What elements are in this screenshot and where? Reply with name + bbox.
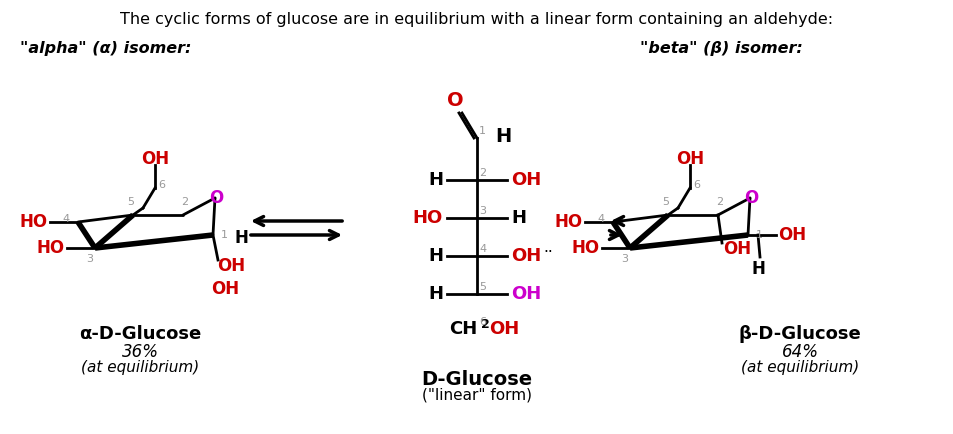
Text: OH: OH	[511, 285, 540, 303]
Text: 1: 1	[755, 230, 762, 240]
Text: OH: OH	[511, 171, 540, 189]
Text: 6: 6	[692, 180, 700, 190]
Text: 5: 5	[128, 197, 134, 207]
Text: (at equilibrium): (at equilibrium)	[81, 360, 199, 375]
Text: 1: 1	[478, 126, 485, 136]
Text: OH: OH	[211, 280, 239, 298]
Text: β-D-Glucose: β-D-Glucose	[738, 325, 861, 343]
Text: OH: OH	[676, 150, 703, 168]
Text: 3: 3	[478, 206, 485, 216]
Text: α-D-Glucose: α-D-Glucose	[79, 325, 201, 343]
Text: HO: HO	[37, 239, 65, 257]
Text: 6: 6	[158, 180, 165, 190]
Text: H: H	[495, 126, 511, 145]
Text: ("linear" form): ("linear" form)	[421, 388, 532, 403]
Text: OH: OH	[722, 240, 750, 258]
Text: H: H	[750, 260, 764, 278]
Text: 2: 2	[181, 197, 189, 207]
Text: (at equilibrium): (at equilibrium)	[740, 360, 859, 375]
Text: O: O	[209, 189, 223, 207]
Text: ··: ··	[542, 246, 552, 260]
Text: 64%: 64%	[781, 343, 818, 361]
Text: HO: HO	[413, 209, 442, 227]
Text: 36%: 36%	[121, 343, 158, 361]
Text: 3: 3	[620, 254, 627, 264]
Text: H: H	[428, 285, 442, 303]
Text: 4: 4	[478, 244, 486, 254]
Text: OH: OH	[778, 226, 805, 244]
Text: The cyclic forms of glucose are in equilibrium with a linear form containing an : The cyclic forms of glucose are in equil…	[120, 12, 833, 27]
Text: H: H	[428, 171, 442, 189]
Text: CH: CH	[448, 320, 476, 338]
Text: OH: OH	[489, 320, 518, 338]
Text: 5: 5	[478, 282, 485, 292]
Text: OH: OH	[141, 150, 169, 168]
Text: H: H	[511, 209, 525, 227]
Text: 4: 4	[598, 214, 604, 224]
Text: HO: HO	[20, 213, 48, 231]
Text: 2: 2	[478, 168, 486, 178]
Text: 4: 4	[63, 214, 70, 224]
Text: OH: OH	[216, 257, 245, 275]
Text: H: H	[428, 247, 442, 265]
Text: 6: 6	[478, 317, 485, 327]
Text: O: O	[743, 189, 758, 207]
Text: 2: 2	[716, 197, 722, 207]
Text: OH: OH	[511, 247, 540, 265]
Text: H: H	[234, 229, 249, 247]
Text: HO: HO	[555, 213, 582, 231]
Text: O: O	[446, 91, 463, 110]
Text: "alpha" (α) isomer:: "alpha" (α) isomer:	[20, 41, 192, 56]
Text: 2: 2	[480, 319, 489, 332]
Text: 5: 5	[661, 197, 669, 207]
Text: D-Glucose: D-Glucose	[421, 370, 532, 389]
Text: HO: HO	[571, 239, 599, 257]
Text: 1: 1	[221, 230, 228, 240]
Text: "beta" (β) isomer:: "beta" (β) isomer:	[639, 41, 801, 56]
Text: 3: 3	[86, 254, 92, 264]
